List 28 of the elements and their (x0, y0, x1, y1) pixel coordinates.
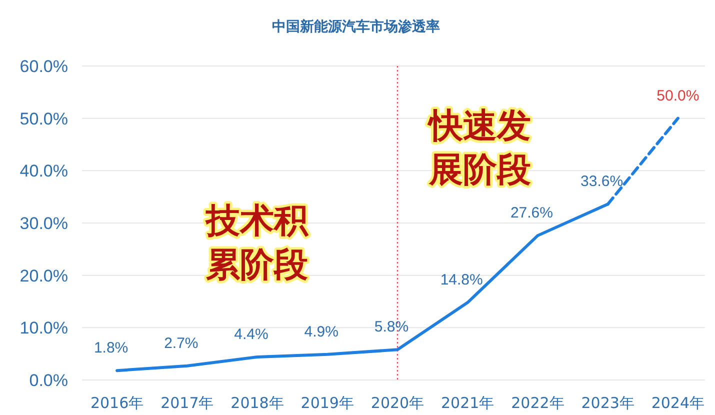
x-tick-label: 2017年 (160, 394, 214, 412)
data-label: 14.8% (440, 272, 483, 289)
y-tick-label: 60.0% (20, 57, 68, 76)
x-tick-label: 2022年 (511, 394, 564, 412)
x-tick-label: 2016年 (90, 394, 144, 412)
y-tick-label: 30.0% (20, 214, 68, 233)
x-tick-label: 2019年 (300, 394, 354, 412)
data-label: 27.6% (510, 204, 553, 222)
y-tick-label: 0.0% (29, 371, 68, 390)
x-tick-label: 2024年 (651, 394, 705, 412)
annotation: 技术积累阶段 (204, 201, 309, 285)
y-tick-label: 10.0% (20, 318, 68, 338)
data-label: 4.9% (304, 323, 338, 340)
x-tick-label: 2018年 (230, 394, 284, 412)
data-label: 50.0% (656, 87, 700, 104)
data-label: 5.8% (374, 318, 409, 336)
y-tick-label: 50.0% (20, 109, 68, 128)
x-tick-label: 2020年 (370, 394, 424, 412)
x-tick-label: 2023年 (581, 394, 634, 412)
y-tick-label: 20.0% (20, 266, 68, 286)
annotation: 快速发展阶段 (427, 106, 531, 190)
chart-title: 中国新能源汽车市场渗透率 (272, 18, 440, 35)
data-label: 4.4% (234, 326, 268, 343)
data-label: 33.6% (580, 173, 624, 190)
data-label: 2.7% (164, 334, 198, 352)
x-tick-label: 2021年 (441, 394, 494, 412)
y-tick-label: 40.0% (20, 162, 68, 181)
data-label: 1.8% (94, 340, 128, 357)
